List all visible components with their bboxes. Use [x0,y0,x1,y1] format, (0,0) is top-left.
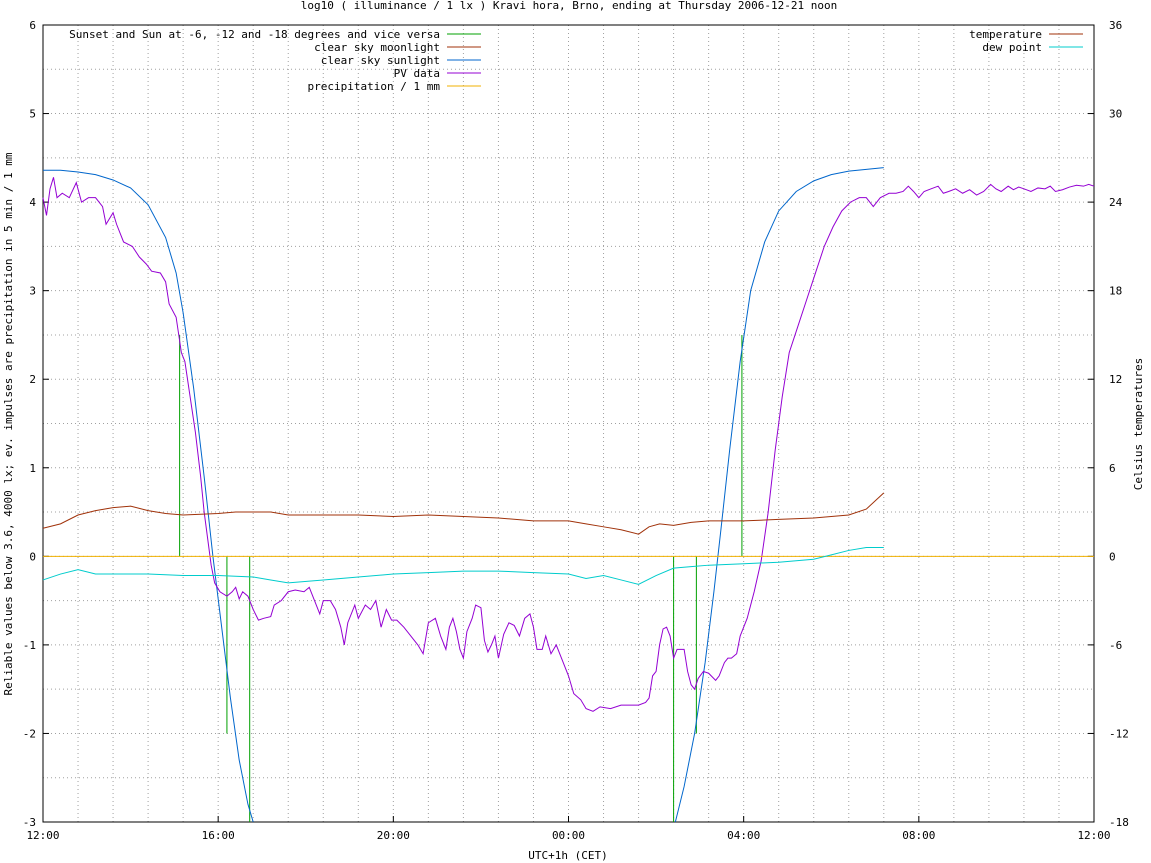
y-tick-label: -1 [23,639,36,652]
x-tick-label: 20:00 [377,829,410,842]
y2-tick-label: 36 [1109,19,1122,32]
x-tick-labels: 12:00 16:00 20:00 00:00 04:00 08:00 12:00 [26,816,1111,842]
grid [43,25,1094,822]
y-tick-label: 3 [29,285,36,298]
legend-label-sunlight: clear sky sunlight [321,54,440,67]
plot-frame [42,24,1095,823]
legend-label-temperature: temperature [969,28,1042,41]
y2-tick-label: 18 [1109,285,1122,298]
x-tick-label: 12:00 [1077,829,1110,842]
y-tick-label: 5 [29,108,36,121]
x-tick-label: 16:00 [202,829,235,842]
y2-tick-label: -6 [1109,639,1122,652]
series-temperature [42,492,885,535]
chart-title: log10 ( illuminance / 1 lx ) Kravi hora,… [301,0,837,12]
series-pv [42,177,1095,712]
series-sunlight2 [674,167,884,823]
y-tick-label: 4 [29,196,36,209]
y2-tick-labels: -18 -12 -6 0 6 12 18 24 30 36 [1088,19,1129,829]
legend-label-pv: PV data [394,67,440,80]
x-axis-label: UTC+1h (CET) [528,849,607,862]
y2-axis-label: Celsius temperatures [1132,358,1145,490]
x-tick-label: 04:00 [727,829,760,842]
y-tick-label: 0 [29,550,36,563]
series-dewpoint [42,546,884,585]
y2-tick-label: 30 [1109,108,1122,121]
x-tick-label: 00:00 [552,829,585,842]
legend-label-moonlight: clear sky moonlight [314,41,440,54]
y-axis-label: Reliable values below 3.6, 4000 lx; ev. … [2,152,15,695]
y-tick-label: -3 [23,816,36,829]
y-tick-label: 2 [29,373,36,386]
legend-label-dewpoint: dew point [982,41,1042,54]
y2-tick-label: -18 [1109,816,1129,829]
y2-tick-label: 12 [1109,373,1122,386]
y2-tick-label: 0 [1109,550,1116,563]
plot-area [42,167,1095,823]
y2-tick-label: 6 [1109,462,1116,475]
legend-label-markers: Sunset and Sun at -6, -12 and -18 degree… [69,28,440,41]
y2-tick-label: -12 [1109,727,1129,740]
y-tick-labels: -3 -2 -1 0 1 2 3 4 5 6 [23,19,49,829]
legend-left: Sunset and Sun at -6, -12 and -18 degree… [69,28,481,93]
x-tick-label: 12:00 [26,829,59,842]
series-sunlight [43,169,254,823]
legend-label-precip: precipitation / 1 mm [308,80,441,93]
y-tick-label: 6 [29,19,36,32]
y-tick-label: -2 [23,727,36,740]
x-tick-label: 08:00 [902,829,935,842]
y2-tick-label: 24 [1109,196,1123,209]
y-tick-label: 1 [29,462,36,475]
